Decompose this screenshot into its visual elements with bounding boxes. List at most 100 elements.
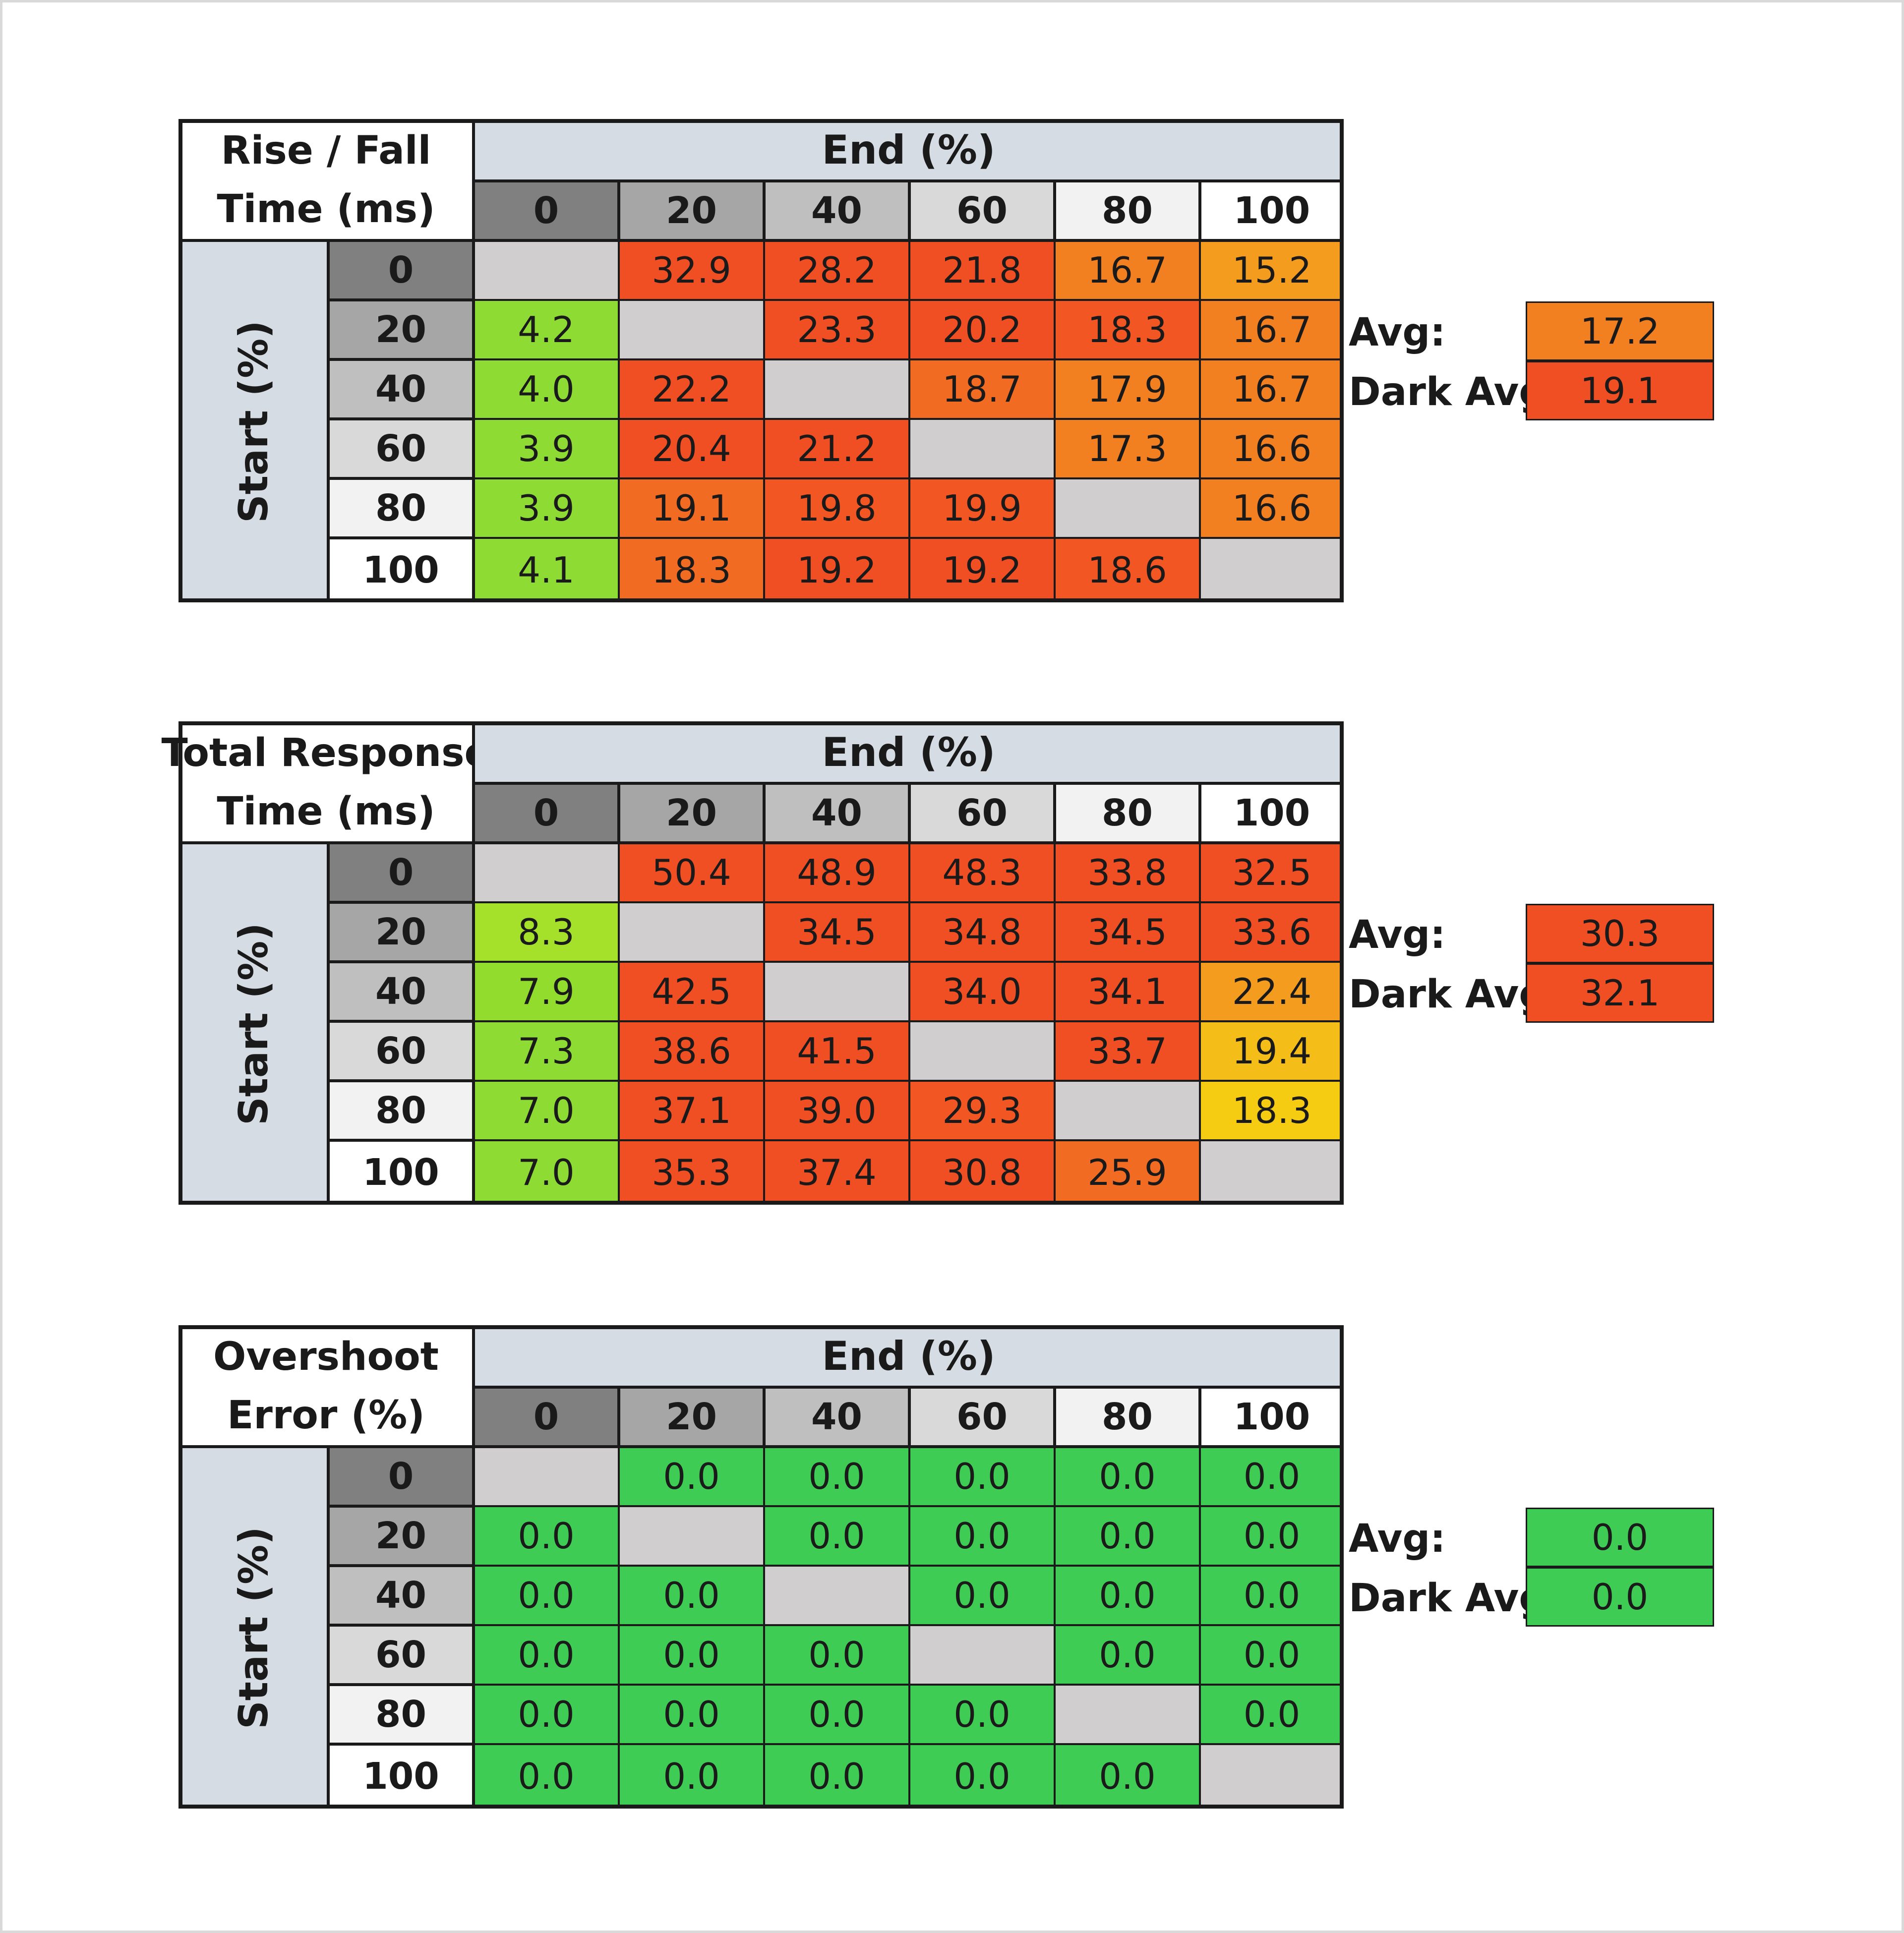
- avg-value: 17.2: [1526, 301, 1714, 361]
- column-axis-label: End (%): [474, 1325, 1344, 1387]
- column-header: 80: [1055, 181, 1200, 240]
- column-axis-label: End (%): [474, 119, 1344, 181]
- avg-label: Avg:: [1349, 310, 1446, 355]
- data-cell: 0.0: [1055, 1744, 1200, 1809]
- table-title-line: Time (ms): [217, 186, 435, 232]
- data-cell: 18.3: [1055, 300, 1200, 359]
- header-separator: [472, 1325, 475, 1809]
- data-cell: 34.0: [909, 962, 1055, 1021]
- avg-value: 30.3: [1526, 904, 1714, 963]
- data-cell: 22.2: [619, 359, 764, 419]
- data-cell: 16.6: [1200, 478, 1344, 538]
- row-header: 20: [328, 902, 474, 962]
- data-cell: 0.0: [1200, 1506, 1344, 1566]
- data-cell: 0.0: [764, 1744, 909, 1809]
- data-cell: 33.7: [1055, 1021, 1200, 1081]
- data-cell: 50.4: [619, 843, 764, 902]
- data-cell: 3.9: [474, 419, 619, 478]
- row-header: 0: [328, 240, 474, 300]
- total-response-time-table: Total Response Time (ms) End (%) Start (%) 0…: [162, 721, 1344, 1205]
- data-cell: [764, 962, 909, 1021]
- data-cell: 18.3: [1200, 1081, 1344, 1140]
- column-header: 80: [1055, 1387, 1200, 1447]
- data-cell: 0.0: [909, 1685, 1055, 1744]
- data-cell: 0.0: [1200, 1685, 1344, 1744]
- data-cell: 0.0: [619, 1447, 764, 1506]
- data-cell: 33.8: [1055, 843, 1200, 902]
- data-cell: [909, 419, 1055, 478]
- data-cell: 21.2: [764, 419, 909, 478]
- row-header: 40: [328, 962, 474, 1021]
- data-cell: 16.7: [1200, 359, 1344, 419]
- data-cell: 0.0: [1200, 1447, 1344, 1506]
- dark-avg-value: 32.1: [1526, 963, 1714, 1023]
- data-cell: 18.7: [909, 359, 1055, 419]
- data-cell: 16.6: [1200, 419, 1344, 478]
- data-cell: 18.6: [1055, 538, 1200, 602]
- table-title-line: Time (ms): [217, 789, 435, 834]
- row-header: 20: [328, 1506, 474, 1566]
- row-header: 100: [328, 1140, 474, 1205]
- header-separator: [178, 239, 1344, 242]
- header-separator: [178, 841, 1344, 844]
- data-cell: [1055, 1685, 1200, 1744]
- row-header: 0: [328, 1447, 474, 1506]
- row-axis-label-text: Start (%): [230, 1526, 277, 1729]
- row-axis-label: Start (%): [178, 1447, 328, 1809]
- data-cell: 34.1: [1055, 962, 1200, 1021]
- data-cell: 37.1: [619, 1081, 764, 1140]
- data-cell: 39.0: [764, 1081, 909, 1140]
- dark-avg-value: 19.1: [1526, 361, 1714, 420]
- data-cell: 8.3: [474, 902, 619, 962]
- data-cell: [764, 1566, 909, 1625]
- data-cell: 29.3: [909, 1081, 1055, 1140]
- data-cell: [619, 1506, 764, 1566]
- data-cell: [1200, 1744, 1344, 1809]
- data-cell: 4.2: [474, 300, 619, 359]
- row-header: 60: [328, 1021, 474, 1081]
- avg-label: Avg:: [1349, 1517, 1446, 1561]
- data-cell: 17.9: [1055, 359, 1200, 419]
- data-cell: 22.4: [1200, 962, 1344, 1021]
- data-cell: [474, 240, 619, 300]
- data-cell: 21.8: [909, 240, 1055, 300]
- data-cell: 16.7: [1055, 240, 1200, 300]
- row-header: 60: [328, 1625, 474, 1685]
- data-cell: 0.0: [474, 1506, 619, 1566]
- row-header: 80: [328, 1685, 474, 1744]
- data-cell: 41.5: [764, 1021, 909, 1081]
- overshoot-error-table: Overshoot Error (%) End (%) Start (%) 0 20 40 6…: [178, 1325, 1344, 1809]
- row-header: 100: [328, 1744, 474, 1809]
- data-cell: 7.0: [474, 1140, 619, 1205]
- table-title-line: Rise / Fall: [221, 128, 431, 173]
- header-separator: [472, 721, 475, 1205]
- data-cell: [1055, 1081, 1200, 1140]
- data-cell: 17.3: [1055, 419, 1200, 478]
- data-cell: 25.9: [1055, 1140, 1200, 1205]
- data-cell: 19.2: [764, 538, 909, 602]
- data-cell: 0.0: [764, 1685, 909, 1744]
- row-header: 40: [328, 1566, 474, 1625]
- data-cell: 38.6: [619, 1021, 764, 1081]
- row-header: 80: [328, 1081, 474, 1140]
- row-header: 100: [328, 538, 474, 602]
- data-cell: 48.9: [764, 843, 909, 902]
- avg-value: 0.0: [1526, 1508, 1714, 1567]
- data-cell: [619, 902, 764, 962]
- data-cell: 34.8: [909, 902, 1055, 962]
- data-cell: 0.0: [1055, 1566, 1200, 1625]
- data-cell: 32.5: [1200, 843, 1344, 902]
- column-header: 100: [1200, 783, 1344, 843]
- column-header: 0: [474, 1387, 619, 1447]
- data-cell: 0.0: [619, 1566, 764, 1625]
- data-cell: 0.0: [909, 1744, 1055, 1809]
- row-header: 60: [328, 419, 474, 478]
- data-cell: 19.2: [909, 538, 1055, 602]
- row-header: 80: [328, 478, 474, 538]
- row-axis-label-text: Start (%): [230, 320, 277, 523]
- data-cell: 34.5: [764, 902, 909, 962]
- row-header: 20: [328, 300, 474, 359]
- column-header: 20: [619, 1387, 764, 1447]
- data-cell: 19.4: [1200, 1021, 1344, 1081]
- data-cell: 0.0: [474, 1744, 619, 1809]
